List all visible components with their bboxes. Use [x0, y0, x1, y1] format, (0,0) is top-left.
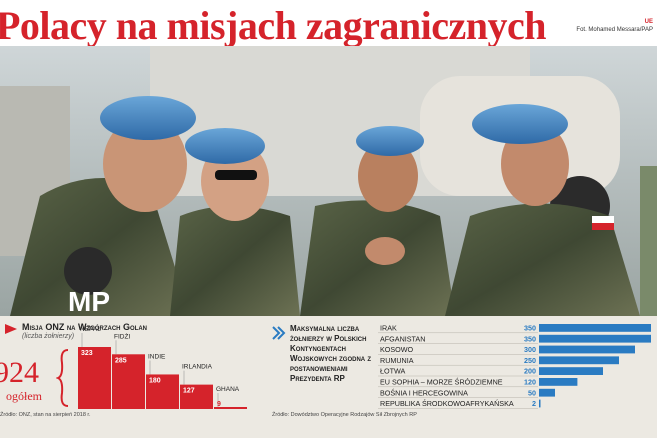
max-source: Źródło: Dowództwo Operacyjne Rodzajów Si… [272, 412, 417, 418]
max-category-label: RUMUNIA [380, 356, 414, 365]
page-title: Polacy na misjach zagranicznych [0, 3, 547, 48]
agency-logo: UE [644, 19, 653, 25]
infographic-panel: Misja ONZ na Wzgórzach Golan (liczba żoł… [0, 316, 657, 438]
max-category-label: EU SOPHIA – MORZE ŚRÓDZIEMNE [380, 378, 503, 387]
max-bar [539, 324, 651, 332]
golan-total-label: ogółem [6, 389, 42, 403]
soldiers-photo: MP [0, 46, 657, 316]
golan-value-label: 285 [115, 357, 127, 364]
golan-subtitle: (liczba żołnierzy) [22, 333, 75, 340]
golan-bar [180, 384, 213, 409]
golan-bar-chart: NEPAL 323 FIDŻI 285 INDIE 180 IRLANDIA 127 GHANA… [78, 326, 247, 409]
max-value-label: 350 [524, 324, 536, 333]
max-bar [539, 334, 651, 343]
max-value-label: 350 [524, 334, 536, 343]
max-title: Maksymalna liczba żołnierzy w Polskich K… [290, 324, 371, 383]
golan-category-label: FIDŻI [114, 331, 130, 340]
max-bar [539, 399, 541, 408]
golan-category-label: GHANA [216, 386, 240, 393]
arrow-icon [5, 324, 17, 334]
golan-value-label: 127 [183, 388, 195, 395]
max-bar [539, 367, 603, 375]
max-bar [539, 378, 578, 386]
max-bar [539, 356, 619, 365]
golan-bar [214, 407, 247, 409]
golan-category-label: IRLANDIA [182, 364, 213, 371]
golan-category-label: NEPAL [80, 326, 101, 333]
max-category-label: KOSOWO [380, 345, 414, 354]
max-value-label: 300 [524, 345, 536, 354]
max-bar [539, 388, 555, 397]
max-category-label: IRAK [380, 324, 397, 333]
max-value-label: 200 [524, 367, 536, 376]
photo-credit: UE Fot. Mohamed Messara/PAP [576, 18, 653, 34]
max-value-label: 2 [532, 399, 536, 408]
golan-value-label: 323 [81, 350, 93, 357]
golan-bar [146, 374, 179, 409]
max-category-label: BOŚNIA I HERCEGOWINA [380, 388, 468, 397]
main-photo: MP [0, 46, 657, 316]
double-chevron-icon [272, 326, 286, 340]
mp-armband-text: MP [68, 286, 110, 316]
max-category-label: REPUBLIKA ŚRODKOWOAFRYKAŃSKA [380, 399, 514, 408]
brace-icon [56, 349, 69, 407]
max-value-label: 250 [524, 356, 536, 365]
max-bar [539, 345, 635, 354]
golan-category-label: INDIE [148, 353, 166, 360]
max-value-label: 120 [524, 378, 536, 387]
max-value-label: 50 [528, 388, 536, 397]
credit-text: Fot. Mohamed Messara/PAP [576, 27, 653, 33]
golan-source: Źródło: ONZ, stan na sierpień 2018 r. [0, 412, 91, 418]
max-category-label: ŁOTWA [380, 367, 405, 376]
max-category-label: AFGANISTAN [380, 334, 425, 343]
golan-value-label: 180 [149, 377, 161, 384]
golan-bar [78, 347, 111, 409]
golan-total: 924 [0, 356, 39, 389]
golan-title: Misja ONZ na Wzgórzach Golan [22, 322, 147, 332]
golan-bar [112, 354, 145, 409]
golan-value-label: 9 [217, 401, 221, 408]
